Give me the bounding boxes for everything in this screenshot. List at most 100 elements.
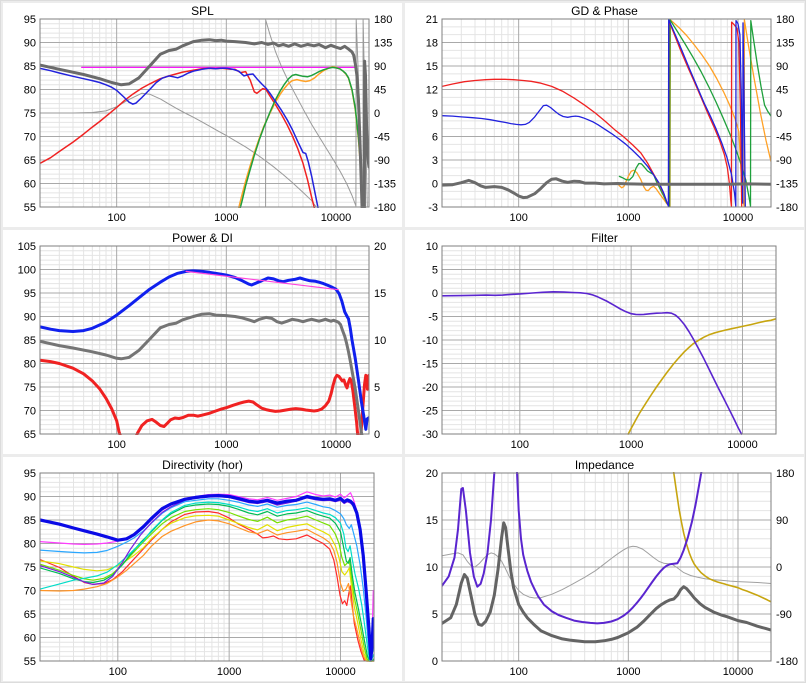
x-axis-tick-label: 1000 [214,439,238,451]
left-axis-tick-label: 65 [24,429,36,441]
chart-panel-spl: SPL 95 90 85 80 75 70 65 60 55 180 135 90 45 0 -45 -90-… [3,3,402,227]
right-axis-tick-label: 180 [374,14,392,26]
series-sound-power [40,312,364,435]
left-axis-tick-label: 80 [24,539,36,551]
right-axis-tick-label: 20 [374,241,386,253]
series-total-spl [40,38,369,208]
x-axis-tick-label: 100 [509,666,527,678]
right-axis-tick-label: -90 [776,609,792,621]
left-axis-tick-label: 10 [426,241,438,253]
left-axis-tick-label: -10 [422,335,438,347]
left-axis-tick-label: 55 [24,656,36,668]
right-axis-tick-label: -135 [776,179,798,191]
left-axis-tick-label: 105 [18,241,36,253]
x-axis-tick-label: 10000 [325,666,356,678]
left-axis-tick-label: 80 [24,359,36,371]
right-axis-tick-label: 0 [776,562,782,574]
left-axis-tick-label: 18 [426,38,438,50]
x-axis-tick-label: 10000 [321,212,352,224]
x-axis-tick-label: 1000 [217,666,241,678]
left-axis-tick-label: 5 [432,265,438,277]
right-axis-tick-label: 90 [776,515,788,527]
left-axis-tick-label: 70 [24,586,36,598]
right-axis-tick-label: 0 [374,429,380,441]
right-axis-tick-label: -90 [374,155,390,167]
left-axis-tick-label: -15 [422,359,438,371]
right-axis-tick-label: 45 [776,85,788,97]
right-axis-tick-label: 180 [776,14,794,26]
right-axis-tick-label: 135 [776,38,794,50]
x-axis-tick-label: 1000 [214,212,238,224]
left-axis-tick-label: 95 [24,468,36,480]
left-axis-tick-label: 55 [24,202,36,214]
x-axis-tick-label: 100 [107,212,125,224]
directivity-chart-canvas[interactable]: 95 90 85 80 75 70 65 60 55 100 1000 10000 [3,457,402,681]
left-axis-tick-label: 20 [426,468,438,480]
left-axis-tick-label: 75 [24,562,36,574]
left-axis-tick-label: 21 [426,14,438,26]
x-axis-tick-label: 100 [511,439,529,451]
left-axis-tick-label: 85 [24,515,36,527]
left-axis-tick-label: 10 [426,562,438,574]
right-axis-tick-label: -180 [776,656,798,668]
right-axis-tick-label: -45 [776,132,792,144]
left-axis-tick-label: -3 [428,202,438,214]
right-axis-tick-label: 90 [776,61,788,73]
left-axis-tick-label: 65 [24,609,36,621]
gd-phase-chart-canvas[interactable]: 21 18 15 12 9 6 3 0 -3 180 135 90 45 0 -45 -90 -135 -180 1… [405,3,804,227]
left-axis-tick-label: 0 [432,179,438,191]
left-axis-tick-label: 0 [432,288,438,300]
series-woofer-filtered [40,67,319,208]
impedance-chart-canvas[interactable]: 20 15 10 5 0 180 90 0 -90 -180 100 1000 10000 [405,457,804,681]
series-deg-20 [40,498,374,662]
series-driver-impedance [442,472,703,625]
x-axis-tick-label: 100 [109,666,127,678]
right-axis-tick-label: 10 [374,335,386,347]
left-axis-tick-label: 100 [18,265,36,277]
right-axis-tick-label: 45 [374,85,386,97]
x-axis-tick-label: 10000 [723,666,754,678]
right-axis-tick-label: -45 [374,132,390,144]
series-deg-30 [40,501,374,662]
x-axis-tick-label: 10000 [723,212,754,224]
left-axis-tick-label: -25 [422,406,438,418]
left-axis-tick-label: 3 [432,155,438,167]
left-axis-tick-label: 90 [24,38,36,50]
series-deg-40 [40,503,374,662]
left-axis-tick-label: 95 [24,288,36,300]
right-axis-tick-label: 135 [374,38,392,50]
left-axis-tick-label: 6 [432,132,438,144]
series-deg-70 [40,519,374,662]
left-axis-tick-label: -30 [422,429,438,441]
series-phase-wrapped [265,19,368,207]
left-axis-tick-label: 90 [24,492,36,504]
chart-panel-power-di: Power & DI 105 100 95 90 85 80 75 70 65 20 15 10 5 0 1… [3,230,402,454]
left-axis-tick-label: 75 [24,108,36,120]
left-axis-tick-label: 12 [426,85,438,97]
right-axis-tick-label: 180 [776,468,794,480]
left-axis-tick-label: 60 [24,633,36,645]
left-axis-tick-label: 95 [24,14,36,26]
series-di-target [185,270,339,291]
spl-chart-canvas[interactable]: 95 90 85 80 75 70 65 60 55 180 135 90 45 0 -45 -90 -135 -… [3,3,402,227]
series-phase-tweeter [618,19,771,207]
left-axis-tick-label: 15 [426,515,438,527]
series-tweeter-filtered [239,66,364,208]
series-group-delay-total [442,177,771,200]
left-axis-tick-label: 15 [426,61,438,73]
series-directivity-index [40,358,369,435]
series-filter-branch-impedance [672,472,771,603]
x-axis-tick-label: 1000 [616,212,640,224]
left-axis-tick-label: 5 [432,609,438,621]
filter-chart-canvas[interactable]: 10 5 0 -5 -10 -15 -20 -25 -30 100 1000 10000 [405,230,804,454]
chart-panel-filter: Filter 10 5 0 -5 -10 -15 -20 -25 -30 100 1000 10000 [405,230,804,454]
left-axis-tick-label: 90 [24,312,36,324]
series-lowpass-filter [442,290,743,435]
x-axis-tick-label: 10000 [321,439,352,451]
left-axis-tick-label: 85 [24,61,36,73]
series-deg-0-axis [40,493,374,661]
left-axis-tick-label: 80 [24,85,36,97]
chart-panel-impedance: Impedance 20 15 10 5 0 180 90 0 -90 -180 100 1000 10… [405,457,804,681]
